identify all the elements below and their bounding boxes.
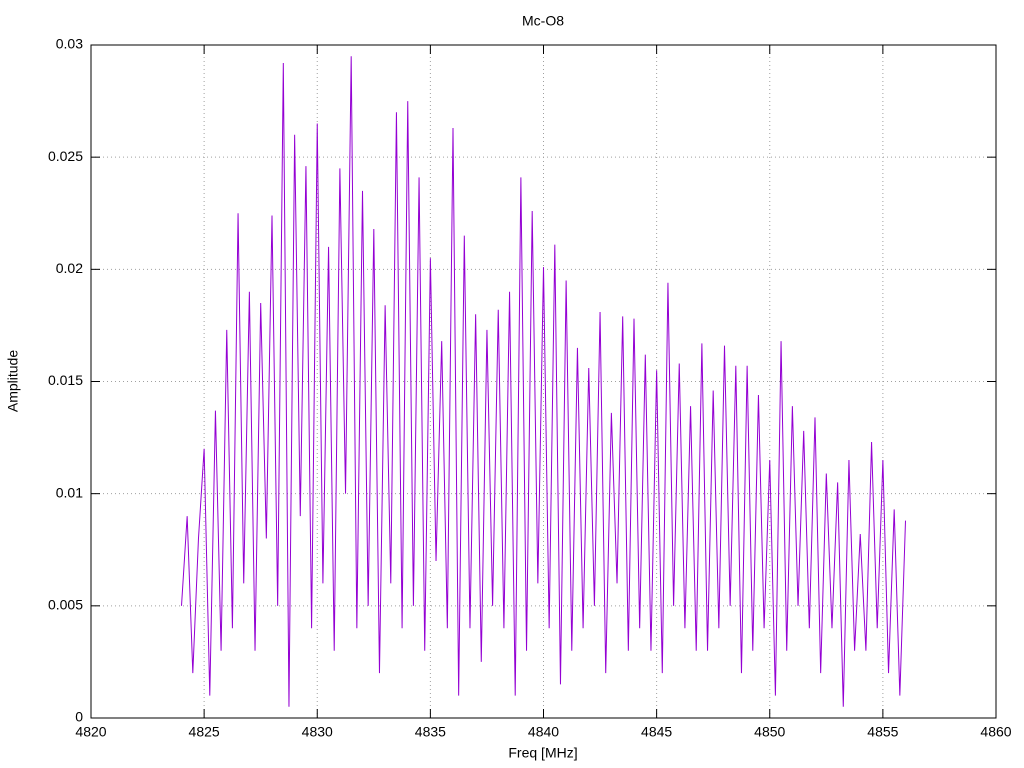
x-tick-label: 4845 <box>641 724 672 740</box>
x-tick-label: 4835 <box>415 724 446 740</box>
plot-border <box>90 44 997 719</box>
x-tick-label: 4850 <box>754 724 785 740</box>
y-tick-label: 0.005 <box>48 597 83 613</box>
x-tick-label: 4820 <box>75 724 106 740</box>
x-tick-label: 4860 <box>980 724 1011 740</box>
y-tick-label: 0.02 <box>56 260 83 276</box>
x-tick-label: 4840 <box>528 724 559 740</box>
chart-title: Mc-O8 <box>522 13 564 29</box>
y-tick-label: 0.01 <box>56 484 83 500</box>
y-tick-label: 0.015 <box>48 372 83 388</box>
y-tick-label: 0 <box>75 709 83 725</box>
x-axis-label: Freq [MHz] <box>508 745 577 761</box>
data-line <box>181 56 906 707</box>
y-axis-label: Amplitude <box>5 350 21 412</box>
x-tick-label: 4855 <box>867 724 898 740</box>
y-tick-label: 0.025 <box>48 148 83 164</box>
x-tick-label: 4830 <box>302 724 333 740</box>
x-tick-label: 4825 <box>189 724 220 740</box>
y-tick-label: 0.03 <box>56 36 83 52</box>
